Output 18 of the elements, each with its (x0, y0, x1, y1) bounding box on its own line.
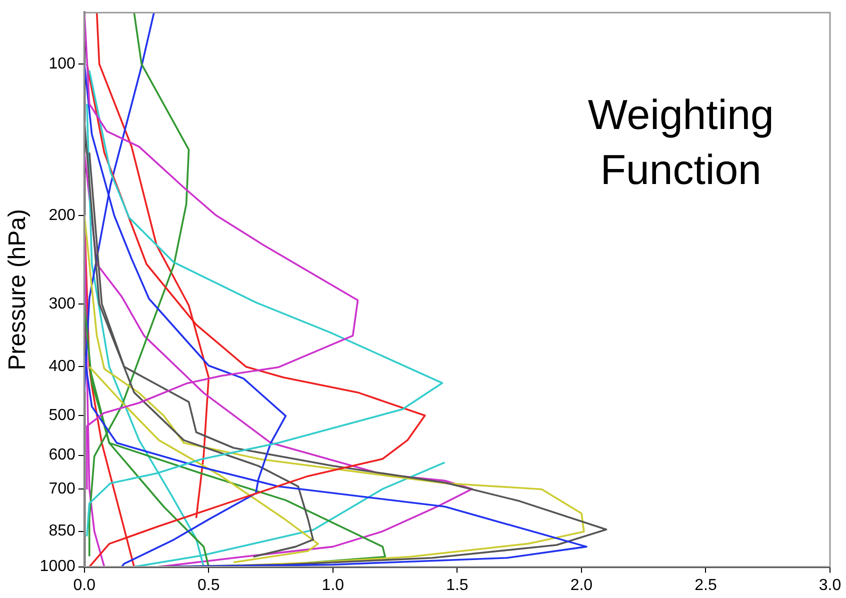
annotation: Weighting Function (588, 91, 774, 194)
y-tick-label: 300 (48, 295, 76, 312)
y-tick-label: 500 (48, 406, 76, 424)
x-tick-label: 0.5 (198, 576, 220, 594)
y-tick-label: 700 (48, 480, 76, 498)
y-tick-label: 400 (48, 358, 76, 376)
y-tick-label: 850 (48, 522, 76, 540)
y-tick-label: 600 (48, 446, 76, 464)
x-tick-label: 3.0 (818, 576, 842, 594)
x-tick-label: 1.0 (322, 576, 344, 594)
x-tick-label: 2.5 (694, 576, 717, 594)
y-tick-label: 1000 (40, 558, 76, 576)
y-tick-label: 200 (48, 206, 76, 224)
x-tick-label: 0.0 (73, 576, 96, 594)
y-tick-label: 100 (48, 55, 76, 72)
x-tick-label: 1.5 (446, 576, 468, 594)
y-axis-title: Pressure (hPa) (4, 209, 32, 370)
x-tick-label: 2.0 (570, 576, 593, 594)
